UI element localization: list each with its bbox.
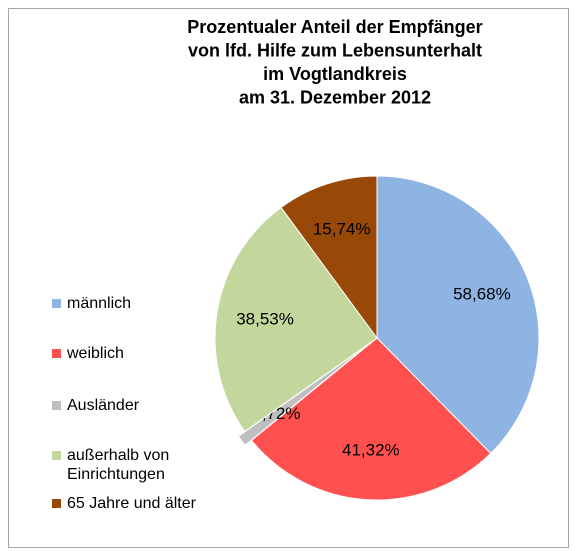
chart-title: Prozentualer Anteil der Empfänger [187,17,482,37]
legend-item: Ausländer [52,396,212,415]
chart-title: von lfd. Hilfe zum Lebensunterhalt [188,40,482,60]
legend-item: außerhalb von Einrichtungen [52,446,212,484]
data-label: 15,74% [313,220,371,239]
pie-slice [214,206,378,433]
chart-title: am 31. Dezember 2012 [239,87,431,107]
legend-item: männlich [52,294,212,313]
pie-slice [376,175,540,455]
pie-slice [250,337,492,501]
legend-label: weiblich [67,345,124,362]
legend-label: 65 Jahre und älter [67,495,196,512]
legend-swatch [52,349,61,358]
legend-item: weiblich [52,344,212,363]
legend-label: außerhalb von Einrichtungen [67,447,170,483]
pie-slice [237,342,371,446]
chart-title: im Vogtlandkreis [263,64,407,84]
legend-swatch [52,451,61,460]
legend-swatch [52,299,61,308]
legend-item: 65 Jahre und älter [52,494,212,513]
data-label: 38,53% [236,309,294,328]
pie-slice [280,175,378,340]
data-label: 41,32% [342,441,400,460]
legend-swatch [52,401,61,410]
legend-swatch [52,499,61,508]
legend-label: Ausländer [67,397,140,414]
legend-label: männlich [67,295,132,312]
data-label: 58,68% [453,284,511,303]
